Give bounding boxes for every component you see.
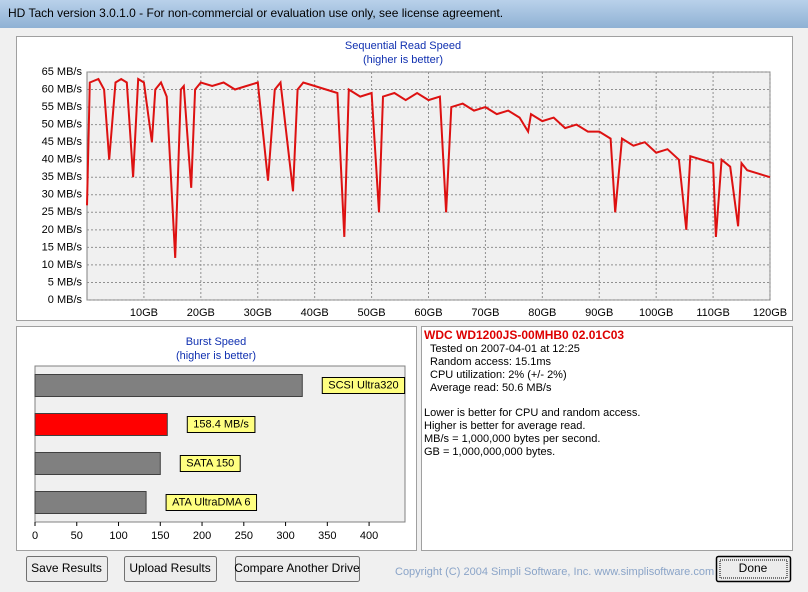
x-tick-label: 200	[193, 530, 211, 542]
label-box	[179, 455, 241, 472]
burst-subtitle: (higher is better)	[176, 350, 256, 362]
x-tick-label: 20GB	[187, 307, 215, 319]
info-note: Higher is better for average read.	[424, 420, 585, 432]
info-panel	[421, 326, 793, 551]
y-tick-label: 65 MB/s	[42, 66, 83, 78]
button[interactable]	[715, 555, 792, 583]
info-note: GB = 1,000,000,000 bytes.	[424, 446, 555, 458]
info-line: CPU utilization: 2% (+/- 2%)	[430, 369, 567, 381]
x-tick-label: 80GB	[528, 307, 556, 319]
y-tick-label: 30 MB/s	[42, 189, 83, 201]
drive-name: WDC WD1200JS-00MHB0 02.01C03	[424, 328, 624, 342]
x-tick-label: 300	[276, 530, 294, 542]
button[interactable]	[235, 556, 360, 582]
y-tick-label: 15 MB/s	[42, 241, 83, 253]
x-tick-label: 350	[318, 530, 336, 542]
label-box	[186, 416, 256, 433]
x-tick-label: 50GB	[358, 307, 386, 319]
label-box	[321, 377, 406, 394]
info-note: Lower is better for CPU and random acces…	[424, 407, 640, 419]
x-tick-label: 60GB	[414, 307, 442, 319]
x-tick-label: 40GB	[301, 307, 329, 319]
x-tick-label: 30GB	[244, 307, 272, 319]
info-line: Tested on 2007-04-01 at 12:25	[430, 343, 580, 355]
x-tick-label: 400	[360, 530, 378, 542]
bar	[34, 413, 168, 436]
focus-ring	[719, 559, 788, 579]
button-label[interactable]: Compare Another Drive	[234, 561, 360, 575]
y-tick-label: 20 MB/s	[42, 224, 83, 236]
label-box	[165, 494, 258, 511]
seq-title: Sequential Read Speed	[345, 40, 461, 52]
bar	[34, 452, 161, 475]
info-line: Random access: 15.1ms	[430, 356, 552, 368]
button-label[interactable]: Save Results	[31, 561, 102, 575]
info-line: Average read: 50.6 MB/s	[430, 382, 552, 394]
y-tick-label: 35 MB/s	[42, 171, 83, 183]
bar	[34, 374, 303, 397]
bar-label: SATA 150	[186, 457, 234, 469]
x-tick-label: 90GB	[585, 307, 613, 319]
x-tick-label: 100	[109, 530, 127, 542]
seq-subtitle: (higher is better)	[363, 54, 443, 66]
x-tick-label: 50	[71, 530, 83, 542]
button[interactable]	[26, 556, 108, 582]
y-tick-label: 25 MB/s	[42, 206, 83, 218]
copyright: Copyright (C) 2004 Simpli Software, Inc.…	[395, 566, 714, 578]
info-note: MB/s = 1,000,000 bytes per second.	[424, 433, 600, 445]
y-tick-label: 5 MB/s	[48, 276, 83, 288]
bar-label: SCSI Ultra320	[328, 379, 398, 391]
read-speed-line	[86, 77, 771, 258]
x-tick-label: 70GB	[471, 307, 499, 319]
y-tick-label: 40 MB/s	[42, 154, 83, 166]
x-tick-label: 10GB	[130, 307, 158, 319]
button[interactable]	[124, 556, 217, 582]
y-tick-label: 45 MB/s	[42, 136, 83, 148]
button-label[interactable]: Upload Results	[129, 561, 210, 575]
window-title: HD Tach version 3.0.1.0 - For non-commer…	[8, 6, 503, 20]
y-tick-label: 50 MB/s	[42, 119, 83, 131]
x-tick-label: 250	[235, 530, 253, 542]
title-bar	[0, 0, 808, 28]
y-tick-label: 10 MB/s	[42, 259, 83, 271]
button-label[interactable]: Done	[739, 561, 768, 575]
x-tick-label: 150	[151, 530, 169, 542]
x-tick-label: 120GB	[753, 307, 787, 319]
bar-label: ATA UltraDMA 6	[172, 496, 250, 508]
y-tick-label: 60 MB/s	[42, 83, 83, 95]
y-tick-label: 55 MB/s	[42, 101, 83, 113]
x-tick-label: 0	[32, 530, 38, 542]
x-tick-label: 100GB	[639, 307, 673, 319]
y-tick-label: 0 MB/s	[48, 294, 83, 306]
x-tick-label: 110GB	[696, 307, 729, 319]
burst-title: Burst Speed	[186, 336, 247, 348]
bar	[34, 491, 147, 514]
bar-label: 158.4 MB/s	[193, 418, 249, 430]
